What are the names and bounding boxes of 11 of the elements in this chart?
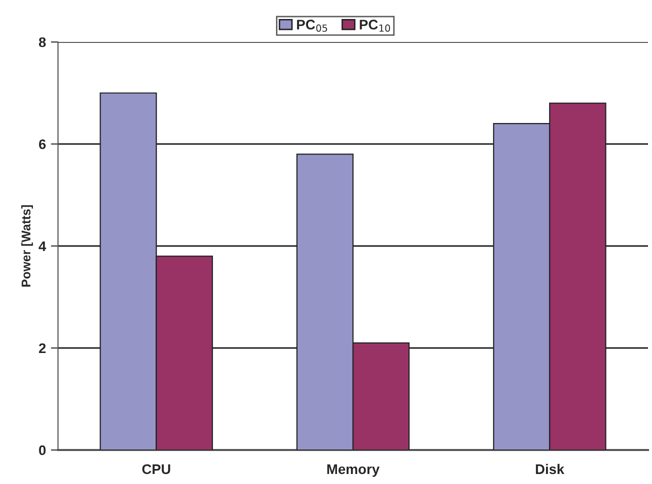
y-axis-title: Power [Watts] bbox=[21, 205, 33, 287]
y-tick-label: 8 bbox=[38, 37, 46, 48]
x-tick-label: Memory bbox=[327, 464, 380, 477]
y-tick-label: 4 bbox=[38, 241, 46, 252]
y-tick-label: 2 bbox=[38, 343, 46, 354]
legend-label: PC$_{05}$ bbox=[297, 20, 328, 32]
x-tick-label: Disk bbox=[536, 464, 564, 474]
y-tick-label: 0 bbox=[39, 445, 46, 456]
y-tick-label: 6 bbox=[38, 139, 46, 150]
legend-label: PC$_{10}$ bbox=[360, 20, 390, 32]
x-tick-label: CPU bbox=[142, 464, 170, 474]
